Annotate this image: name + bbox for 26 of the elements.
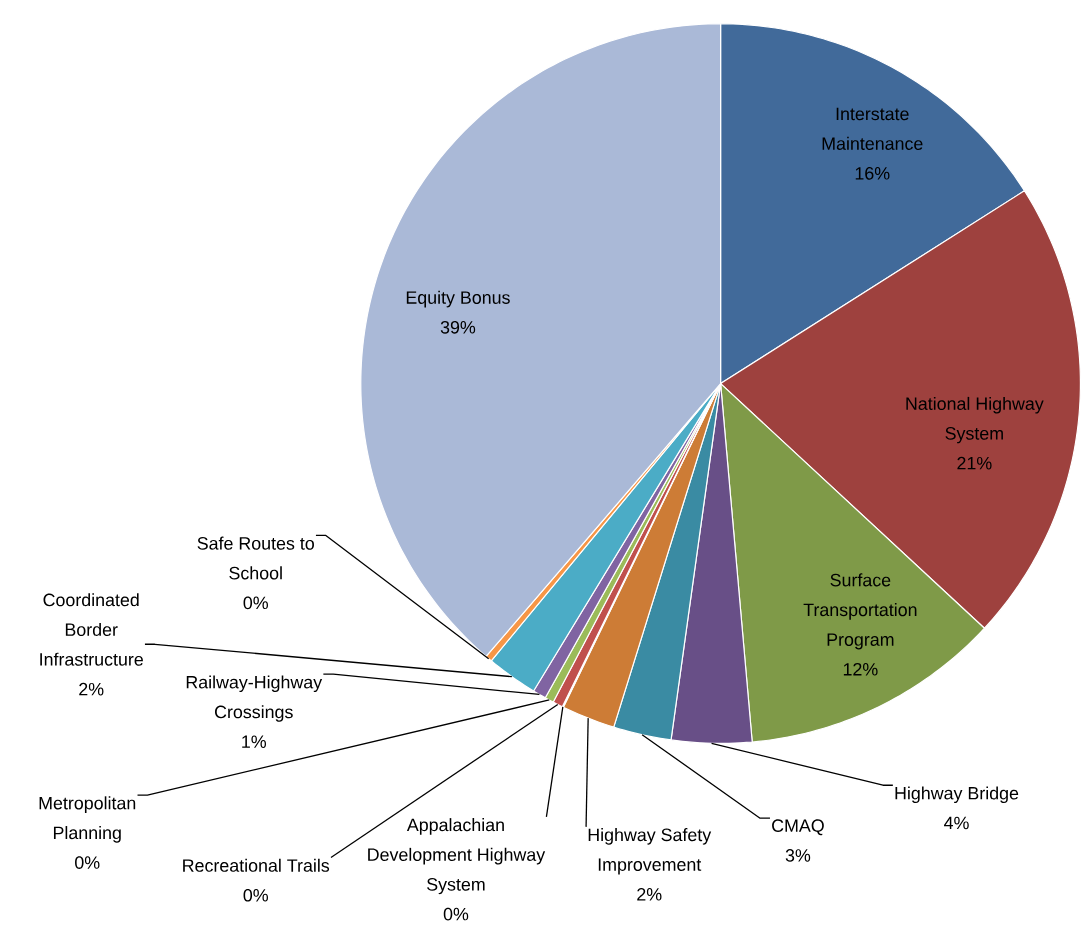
slice-label: National Highway System bbox=[906, 397, 1044, 444]
data-label: 2% bbox=[79, 682, 104, 696]
data-label: 16% bbox=[855, 167, 890, 180]
data-label: 0% bbox=[243, 889, 268, 902]
slice-label: Equity Bonus bbox=[406, 290, 510, 308]
slice-label: Safe Routes to School bbox=[197, 536, 314, 580]
slice-label: Surface Transportation Program bbox=[803, 573, 917, 650]
slice-label: Coordinated Border Infrastructure bbox=[40, 593, 143, 666]
data-label: 2% bbox=[637, 888, 662, 901]
data-label: 39% bbox=[440, 321, 476, 334]
slice-label: CMAQ bbox=[772, 819, 824, 836]
data-label: 21% bbox=[957, 456, 992, 470]
data-label: 0% bbox=[243, 596, 268, 610]
slice-label: Metropolitan Planning bbox=[39, 796, 136, 843]
data-label: 1% bbox=[242, 735, 267, 749]
data-label: 3% bbox=[785, 849, 811, 862]
data-label: 0% bbox=[75, 856, 100, 870]
slice-label: Interstate Maintenance bbox=[822, 107, 923, 151]
data-label: 0% bbox=[443, 907, 469, 921]
slice-label: Railway-Highway Crossings bbox=[186, 675, 323, 722]
slice-label: Appalachian Development Highway System bbox=[368, 818, 546, 895]
data-label: 12% bbox=[843, 663, 878, 676]
slice-label: Recreational Trails bbox=[183, 858, 330, 873]
data-label: 4% bbox=[944, 816, 969, 830]
slice-label: Highway Bridge bbox=[895, 786, 1019, 804]
slice-label: Highway Safety Improvement bbox=[588, 828, 712, 875]
